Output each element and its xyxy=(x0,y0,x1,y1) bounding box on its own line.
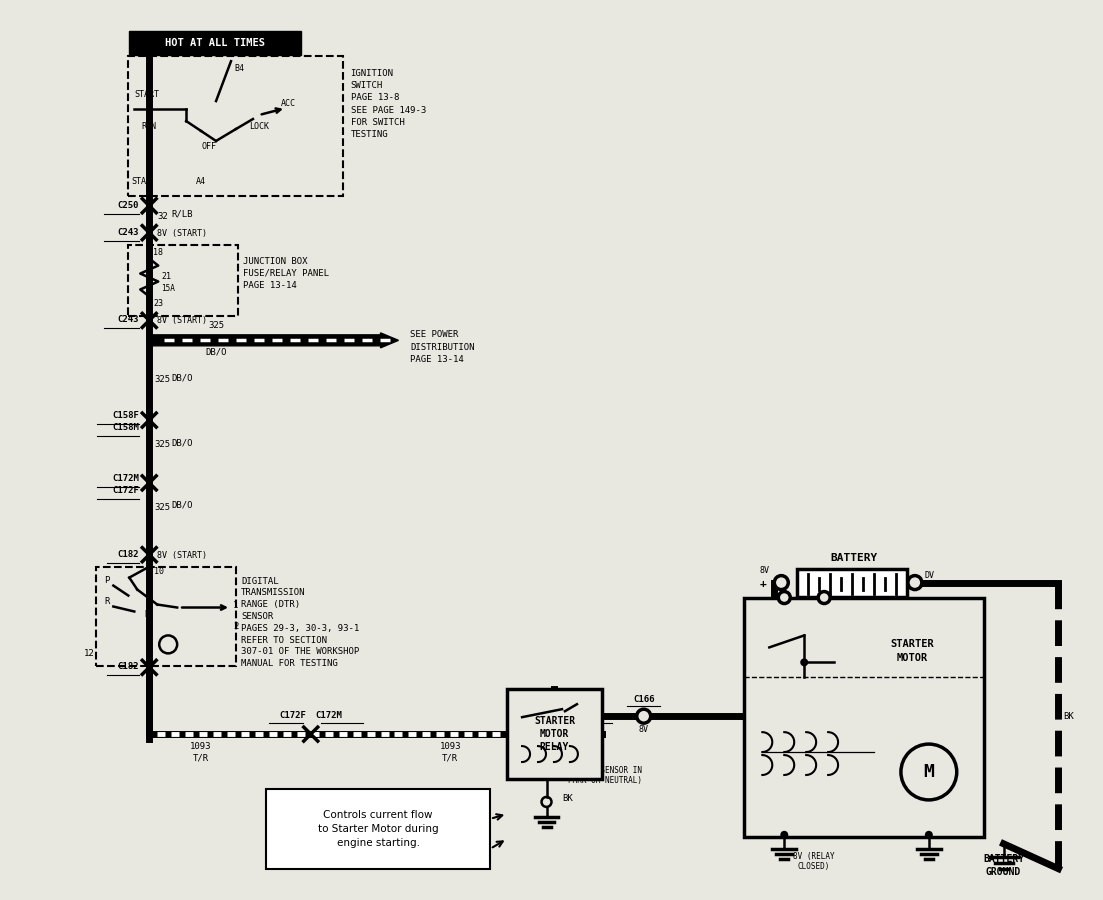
Text: T/R: T/R xyxy=(442,753,459,762)
Text: M: M xyxy=(923,763,934,781)
Circle shape xyxy=(774,576,789,590)
Circle shape xyxy=(924,831,933,839)
Text: 21: 21 xyxy=(161,272,171,281)
Text: C243: C243 xyxy=(118,315,139,324)
Text: C172F: C172F xyxy=(113,486,139,495)
Text: A4: A4 xyxy=(196,176,206,185)
Text: 325: 325 xyxy=(154,503,170,512)
Text: 8V (START): 8V (START) xyxy=(158,229,207,238)
Text: BATTERY: BATTERY xyxy=(831,553,878,562)
Text: Controls current flow
to Starter Motor during
engine starting.: Controls current flow to Starter Motor d… xyxy=(318,810,438,848)
Text: DB/O: DB/O xyxy=(171,500,193,509)
Bar xyxy=(507,689,602,779)
Bar xyxy=(128,56,343,196)
Text: LOCK: LOCK xyxy=(249,122,269,131)
Text: HOT AT ALL TIMES: HOT AT ALL TIMES xyxy=(165,39,265,49)
Text: N: N xyxy=(144,610,150,619)
Text: 8V (RELAY
CLOSED): 8V (RELAY CLOSED) xyxy=(793,851,835,871)
Text: OFF: OFF xyxy=(201,142,216,151)
Text: 8V (START): 8V (START) xyxy=(158,317,207,326)
Text: DB/O: DB/O xyxy=(205,347,227,356)
Text: 8V (START): 8V (START) xyxy=(158,551,207,560)
Text: RUN: RUN xyxy=(141,122,157,131)
Text: C166: C166 xyxy=(633,695,654,704)
Text: C243: C243 xyxy=(118,228,139,237)
Text: C250: C250 xyxy=(118,201,139,210)
Text: 1093: 1093 xyxy=(191,742,212,752)
Text: B4: B4 xyxy=(234,64,244,73)
Text: 10: 10 xyxy=(154,567,164,576)
Text: BATTERY
GROUND: BATTERY GROUND xyxy=(983,854,1025,877)
Text: 325: 325 xyxy=(208,321,224,330)
Bar xyxy=(128,245,238,317)
Text: 12: 12 xyxy=(84,650,95,659)
Text: DV: DV xyxy=(924,571,935,580)
Text: R/LB: R/LB xyxy=(171,210,193,219)
Circle shape xyxy=(780,831,789,839)
Text: DB/O: DB/O xyxy=(171,374,193,382)
Text: ACC: ACC xyxy=(281,99,296,108)
Text: C167: C167 xyxy=(579,711,601,720)
Bar xyxy=(266,789,490,868)
Circle shape xyxy=(636,709,651,724)
Text: IGNITION
SWITCH
PAGE 13-8
SEE PAGE 149-3
FOR SWITCH
TESTING: IGNITION SWITCH PAGE 13-8 SEE PAGE 149-3… xyxy=(351,69,426,139)
Text: BK: BK xyxy=(1063,712,1074,721)
Text: C158F: C158F xyxy=(113,411,139,420)
Text: P: P xyxy=(105,576,110,585)
Text: R: R xyxy=(757,635,762,644)
Text: 18: 18 xyxy=(153,248,163,256)
Text: DIGITAL
TRANSMISSION
RANGE (DTR)
SENSOR
PAGES 29-3, 30-3, 93-1
REFER TO SECTION
: DIGITAL TRANSMISSION RANGE (DTR) SENSOR … xyxy=(240,577,360,668)
FancyArrow shape xyxy=(151,333,398,347)
Text: 2: 2 xyxy=(233,623,238,632)
Circle shape xyxy=(908,576,922,590)
Text: DB/O: DB/O xyxy=(171,438,193,447)
Text: T/R: T/R xyxy=(193,753,210,762)
Text: 8V: 8V xyxy=(639,725,649,734)
Text: BK: BK xyxy=(563,794,574,803)
Text: +: + xyxy=(759,579,767,589)
Text: STARTER
MOTOR
RELAY: STARTER MOTOR RELAY xyxy=(534,716,575,752)
Text: 15A: 15A xyxy=(161,284,175,293)
Text: C172F: C172F xyxy=(279,711,306,720)
Bar xyxy=(797,569,907,597)
Text: START: START xyxy=(135,90,159,99)
Text: JUNCTION BOX
FUSE/RELAY PANEL
PAGE 13-14: JUNCTION BOX FUSE/RELAY PANEL PAGE 13-14 xyxy=(243,256,329,290)
Text: 1: 1 xyxy=(233,600,238,609)
Text: C172M: C172M xyxy=(315,711,343,720)
Bar xyxy=(96,567,236,666)
Text: 1093: 1093 xyxy=(440,742,461,752)
Text: 325: 325 xyxy=(154,440,170,449)
Text: STA: STA xyxy=(131,176,147,185)
Text: R: R xyxy=(782,635,788,644)
Text: 8V (TR SENSOR IN
PARK OR NEUTRAL): 8V (TR SENSOR IN PARK OR NEUTRAL) xyxy=(568,766,642,786)
Text: 8V: 8V xyxy=(759,565,770,574)
Text: C182: C182 xyxy=(118,662,139,671)
Text: C182: C182 xyxy=(118,550,139,559)
Text: R: R xyxy=(105,597,110,606)
Circle shape xyxy=(901,744,956,800)
Text: 32: 32 xyxy=(158,212,168,220)
Text: 23: 23 xyxy=(153,300,163,309)
Text: C172M: C172M xyxy=(113,474,139,483)
Circle shape xyxy=(818,591,831,604)
Text: STARTER
MOTOR: STARTER MOTOR xyxy=(890,639,934,662)
Circle shape xyxy=(801,659,808,666)
Text: SEE POWER
DISTRIBUTION
PAGE 13-14: SEE POWER DISTRIBUTION PAGE 13-14 xyxy=(410,330,475,364)
Text: C158M: C158M xyxy=(113,423,139,432)
Bar xyxy=(745,598,984,837)
Text: 325: 325 xyxy=(154,375,170,384)
Circle shape xyxy=(779,591,790,604)
Bar xyxy=(129,32,301,55)
